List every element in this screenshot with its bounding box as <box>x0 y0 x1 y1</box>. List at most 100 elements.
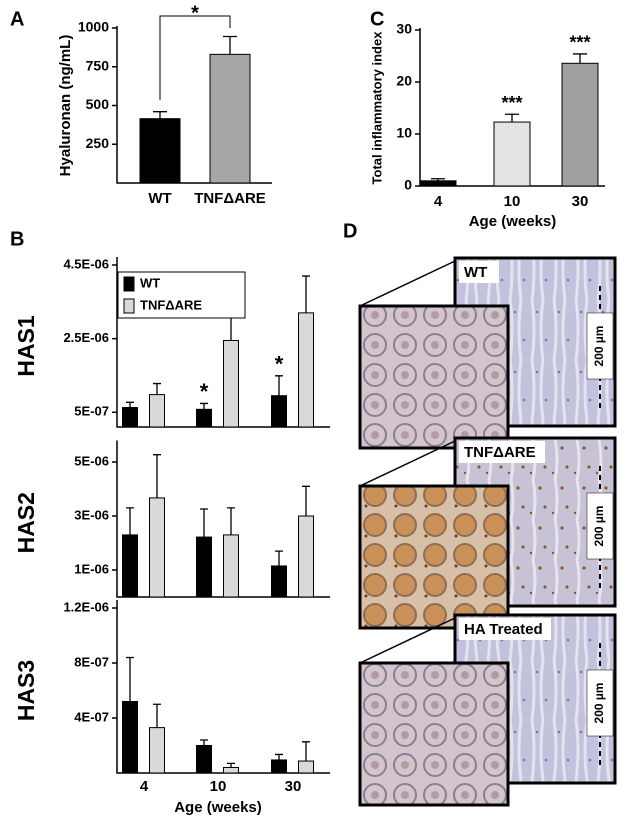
error-bar <box>153 703 161 728</box>
bar <box>298 515 314 598</box>
x-tick-label: 4 <box>434 193 443 210</box>
error-bar <box>302 485 310 516</box>
micrograph-label: TNFΔARE <box>464 444 536 461</box>
error-bar <box>275 550 283 566</box>
error-bar <box>200 402 208 410</box>
y-axis-label: HAS3 <box>13 660 39 721</box>
y-tick-label: 20 <box>396 73 412 89</box>
scale-label-box <box>586 492 614 560</box>
y-tick-label: 5E-07 <box>74 404 109 419</box>
zoom-line <box>359 440 456 487</box>
y-tick-label: 2.5E-06 <box>63 330 109 345</box>
label-box <box>459 261 499 283</box>
bar <box>149 497 165 598</box>
y-axis-label: Total inflammatory index <box>369 31 384 185</box>
y-tick-label: 1000 <box>78 19 109 35</box>
significance: *** <box>501 93 522 113</box>
error-bar <box>227 507 235 535</box>
legend-swatch <box>123 276 135 292</box>
y-axis-label: Hyaluronan (ng/mL) <box>57 35 74 177</box>
significance: * <box>275 352 284 377</box>
error-bar <box>227 762 235 768</box>
y-tick-label: 0 <box>404 177 412 193</box>
error-bar <box>200 739 208 746</box>
bar <box>223 767 239 774</box>
panel-label: A <box>10 8 24 30</box>
error-bar <box>227 315 235 341</box>
error-bar <box>302 275 310 313</box>
y-tick-label: 250 <box>86 135 110 151</box>
x-tick-label: 30 <box>572 193 589 210</box>
scale-label: 200 µm <box>592 683 606 724</box>
bar <box>149 394 165 428</box>
bar <box>271 395 287 428</box>
bar <box>196 536 212 598</box>
y-tick-label: 8E-07 <box>74 654 109 669</box>
scale-label-box <box>586 312 614 380</box>
x-tick-label: TNFΔARE <box>194 190 266 207</box>
significance: * <box>191 2 199 24</box>
bar <box>271 759 287 774</box>
error-bar <box>153 111 167 119</box>
x-tick-label: 30 <box>285 778 302 795</box>
x-tick-label: 10 <box>210 778 227 795</box>
zoom-line <box>359 260 456 307</box>
error-bar <box>223 35 237 55</box>
label-box <box>459 618 551 640</box>
x-tick-label: WT <box>148 190 171 207</box>
panel-label: D <box>343 220 357 242</box>
bar <box>149 727 165 774</box>
micrograph-label: WT <box>464 264 487 281</box>
error-bar <box>200 508 208 538</box>
micrograph-label: HA Treated <box>464 621 543 638</box>
bar <box>139 118 181 184</box>
axis <box>116 257 330 428</box>
error-bar <box>505 113 519 123</box>
bar <box>223 534 239 598</box>
x-tick-label: 4 <box>140 778 149 795</box>
micrograph-inset <box>358 304 510 450</box>
label-box <box>459 441 545 463</box>
bar <box>298 312 314 428</box>
bar <box>493 121 531 187</box>
legend-label: WT <box>140 275 160 290</box>
error-bar <box>275 753 283 760</box>
bar <box>209 53 251 184</box>
legend-box <box>117 271 246 319</box>
y-tick-label: 1E-06 <box>74 561 109 576</box>
bar <box>196 745 212 774</box>
error-bar <box>126 656 134 702</box>
error-bar <box>302 741 310 762</box>
significance: * <box>200 379 209 404</box>
significance-bracket <box>159 15 231 100</box>
axis <box>116 600 330 774</box>
panel-label: B <box>10 228 24 250</box>
bar <box>122 534 138 598</box>
bar <box>122 406 138 428</box>
y-tick-label: 10 <box>396 125 412 141</box>
y-tick-label: 30 <box>396 21 412 37</box>
bar <box>122 701 138 774</box>
legend-swatch <box>123 298 135 314</box>
y-tick-label: 4.5E-06 <box>63 256 109 271</box>
error-bar <box>126 401 134 408</box>
scale-label: 200 µm <box>592 326 606 367</box>
micrograph-inset <box>358 661 510 807</box>
axis <box>116 440 330 598</box>
y-tick-label: 3E-06 <box>74 507 109 522</box>
zoom-line <box>359 617 456 664</box>
scale-label-box <box>586 669 614 737</box>
error-bar <box>126 507 134 535</box>
y-tick-label: 5E-06 <box>74 453 109 468</box>
x-axis-label: Age (weeks) <box>469 213 557 230</box>
y-tick-label: 1.2E-06 <box>63 599 109 614</box>
y-axis-label: HAS1 <box>13 315 39 377</box>
y-axis-label: HAS2 <box>13 492 39 553</box>
x-tick-label: 10 <box>504 193 521 210</box>
bar <box>223 339 239 428</box>
panel-label: C <box>370 8 384 30</box>
error-bar <box>153 382 161 395</box>
y-tick-label: 500 <box>86 96 110 112</box>
x-axis-label: Age (weeks) <box>174 799 262 816</box>
